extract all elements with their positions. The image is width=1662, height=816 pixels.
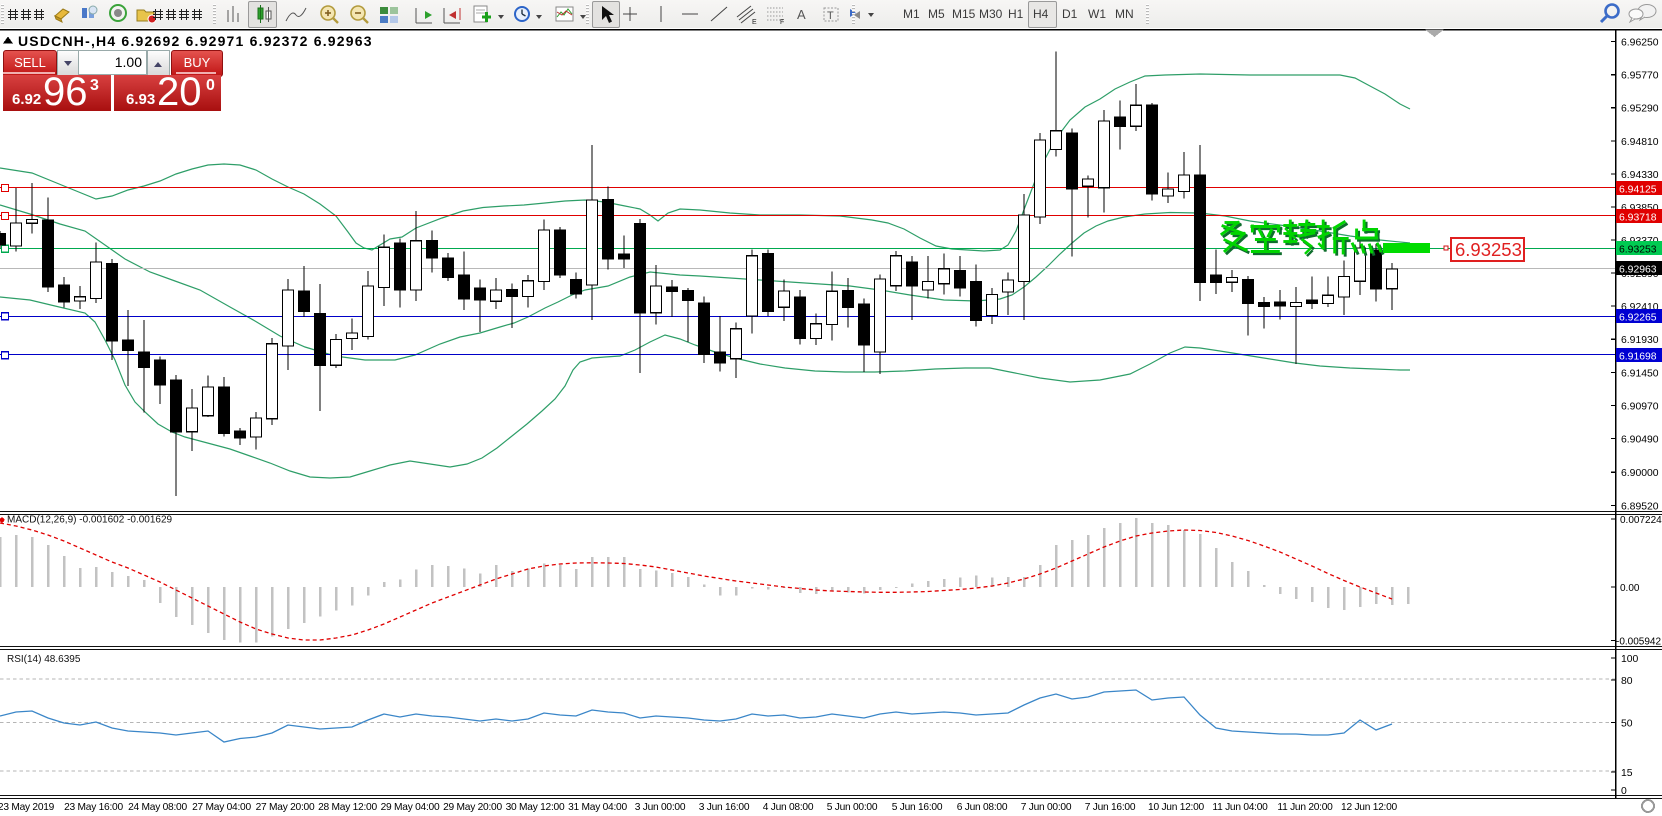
svg-text:6.93253: 6.93253 — [1455, 239, 1522, 260]
svg-text:A: A — [797, 7, 806, 22]
svg-text:27 May 04:00: 27 May 04:00 — [192, 802, 251, 813]
svg-text:5 Jun 00:00: 5 Jun 00:00 — [827, 802, 878, 813]
svg-text:6 Jun 08:00: 6 Jun 08:00 — [957, 802, 1008, 813]
svg-text:7 Jun 16:00: 7 Jun 16:00 — [1085, 802, 1136, 813]
svg-text:29 May 20:00: 29 May 20:00 — [443, 802, 502, 813]
svg-text:30 May 12:00: 30 May 12:00 — [506, 802, 565, 813]
svg-text:6.93253: 6.93253 — [1619, 245, 1657, 256]
svg-text:6.95770: 6.95770 — [1621, 71, 1659, 82]
svg-text:6.96250: 6.96250 — [1621, 38, 1659, 49]
svg-text:11 Jun 04:00: 11 Jun 04:00 — [1212, 802, 1268, 813]
svg-text:23 May 2019: 23 May 2019 — [0, 802, 55, 813]
svg-text:29 May 04:00: 29 May 04:00 — [381, 802, 440, 813]
svg-text:100: 100 — [1621, 654, 1639, 665]
svg-text:6.91698: 6.91698 — [1619, 352, 1657, 363]
svg-text:-0.005942: -0.005942 — [1616, 637, 1661, 648]
svg-text:6.90970: 6.90970 — [1621, 401, 1659, 412]
svg-text:0: 0 — [1621, 786, 1627, 797]
svg-text:5 Jun 16:00: 5 Jun 16:00 — [892, 802, 943, 813]
svg-text:31 May 04:00: 31 May 04:00 — [568, 802, 627, 813]
svg-text:80: 80 — [1621, 676, 1633, 687]
svg-text:11 Jun 20:00: 11 Jun 20:00 — [1277, 802, 1333, 813]
svg-text:6.93850: 6.93850 — [1621, 203, 1659, 214]
svg-text:50: 50 — [1621, 719, 1633, 730]
svg-text:28 May 12:00: 28 May 12:00 — [318, 802, 377, 813]
svg-text:6.89520: 6.89520 — [1621, 501, 1659, 512]
svg-text:RSI(14) 48.6395: RSI(14) 48.6395 — [7, 654, 81, 665]
svg-text:10 Jun 12:00: 10 Jun 12:00 — [1148, 802, 1204, 813]
svg-text:6.94330: 6.94330 — [1621, 170, 1659, 181]
svg-text:T: T — [827, 10, 834, 22]
svg-text:3 Jun 16:00: 3 Jun 16:00 — [699, 802, 750, 813]
svg-text:6.92963: 6.92963 — [1619, 265, 1657, 276]
svg-text:6.90490: 6.90490 — [1621, 434, 1659, 445]
svg-text:7 Jun 00:00: 7 Jun 00:00 — [1021, 802, 1072, 813]
svg-text:15: 15 — [1621, 768, 1633, 779]
svg-text:6.94810: 6.94810 — [1621, 137, 1659, 148]
svg-text:E: E — [752, 19, 757, 26]
svg-text:23 May 16:00: 23 May 16:00 — [64, 802, 123, 813]
svg-text:12 Jun 12:00: 12 Jun 12:00 — [1341, 802, 1397, 813]
svg-text:0.007224: 0.007224 — [1620, 515, 1662, 526]
svg-text:3 Jun 00:00: 3 Jun 00:00 — [635, 802, 686, 813]
svg-text:6.94125: 6.94125 — [1619, 185, 1657, 196]
svg-text:USDCNH-,H4 6.92692 6.92971 6.: USDCNH-,H4 6.92692 6.92971 6.92372 6.929… — [18, 33, 373, 49]
svg-text:6.92265: 6.92265 — [1619, 313, 1657, 324]
svg-text:6.90000: 6.90000 — [1621, 468, 1659, 479]
svg-text:6.91930: 6.91930 — [1621, 335, 1659, 346]
svg-text:6.92410: 6.92410 — [1621, 302, 1659, 313]
svg-text:0.00: 0.00 — [1620, 583, 1640, 594]
svg-text:F: F — [780, 19, 784, 26]
svg-text:24 May 08:00: 24 May 08:00 — [128, 802, 187, 813]
svg-text:MACD(12,26,9) -0.001602 -0.001: MACD(12,26,9) -0.001602 -0.001629 — [7, 515, 173, 526]
svg-text:6.95290: 6.95290 — [1621, 104, 1659, 115]
svg-text:4 Jun 08:00: 4 Jun 08:00 — [763, 802, 814, 813]
svg-text:6.91450: 6.91450 — [1621, 368, 1659, 379]
svg-text:6.93718: 6.93718 — [1619, 213, 1657, 224]
svg-text:27 May 20:00: 27 May 20:00 — [256, 802, 315, 813]
